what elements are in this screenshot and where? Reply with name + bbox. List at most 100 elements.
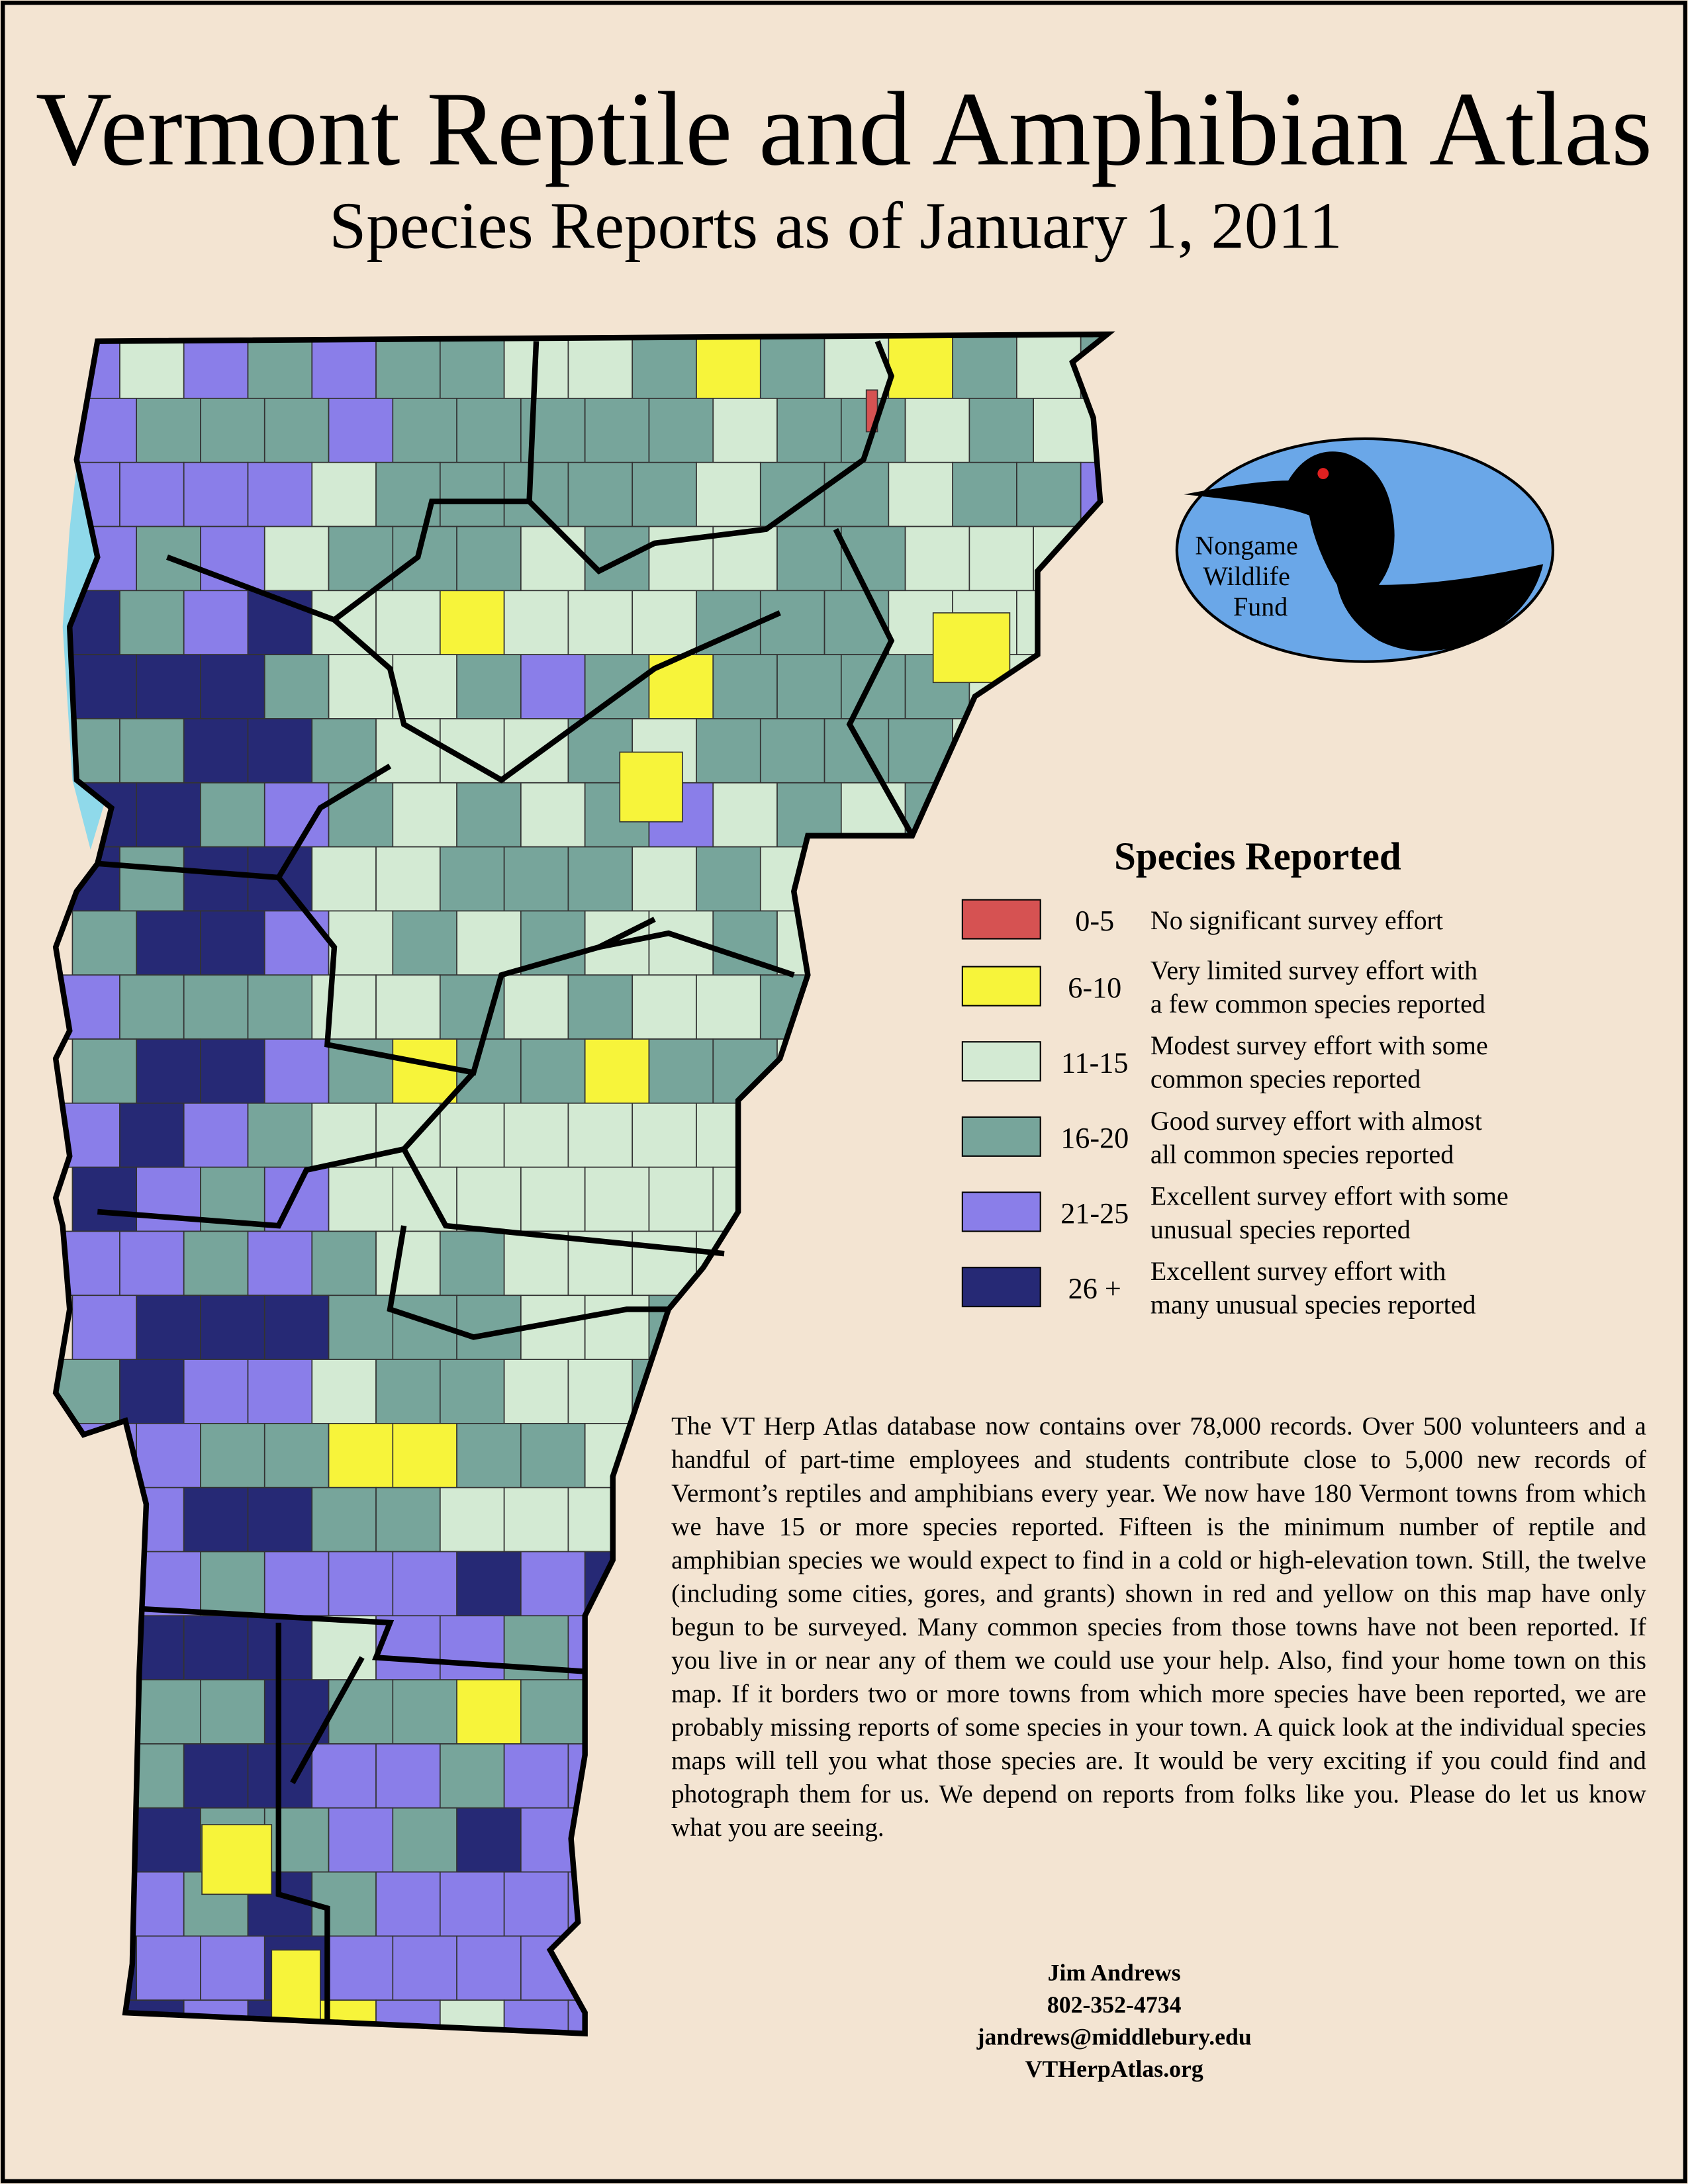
town (71, 1551, 138, 1617)
town (840, 1295, 906, 1360)
town (328, 1166, 394, 1232)
town (1016, 461, 1082, 527)
town (375, 334, 441, 399)
town (440, 846, 505, 912)
town (456, 1166, 522, 1232)
town (584, 1038, 650, 1104)
legend-range: 6-10 (1068, 972, 1121, 1004)
town (375, 846, 441, 912)
town (648, 1166, 714, 1232)
town (1033, 398, 1098, 463)
town (440, 461, 505, 527)
town (759, 1999, 825, 2034)
legend-swatch (961, 899, 1041, 940)
town (200, 910, 265, 976)
town (263, 1295, 330, 1360)
town (263, 910, 330, 976)
town (119, 1615, 185, 1680)
legend-swatch (961, 1116, 1041, 1157)
town (183, 974, 249, 1040)
town (119, 1103, 185, 1168)
town (1097, 525, 1107, 592)
town (584, 1807, 650, 1873)
town (1080, 334, 1107, 399)
town (119, 1999, 185, 2034)
contact-phone: 802-352-4734 (1047, 1991, 1182, 2019)
town (119, 974, 185, 1040)
town (632, 974, 697, 1040)
town (648, 1935, 714, 2001)
town (440, 1615, 505, 1680)
town (392, 1935, 457, 2001)
town (201, 1824, 273, 1895)
town (968, 398, 1035, 463)
contact-email: jandrews@middlebury.edu (976, 2023, 1252, 2050)
town (503, 461, 569, 527)
town (759, 1871, 825, 1937)
town (619, 751, 683, 823)
town (696, 461, 761, 527)
town (888, 461, 953, 527)
town (311, 1999, 377, 2034)
town (200, 1038, 265, 1104)
town (71, 1807, 138, 1873)
body-text: The VT Herp Atlas database now contains … (671, 1412, 1646, 1843)
town (136, 1038, 201, 1104)
town (520, 1038, 586, 1104)
town (375, 1743, 441, 1809)
town (1016, 1871, 1082, 1937)
town (888, 1871, 953, 1937)
town (648, 398, 714, 463)
town (1080, 718, 1107, 784)
town (136, 782, 201, 848)
town (823, 846, 890, 912)
town (649, 2064, 713, 2128)
town (968, 525, 1035, 592)
town (904, 910, 970, 976)
town (392, 1551, 457, 1617)
town (503, 974, 569, 1040)
town (712, 782, 778, 848)
town (136, 1935, 201, 2001)
town (375, 1486, 441, 1553)
town (1016, 718, 1082, 784)
town (759, 334, 825, 399)
town (247, 1230, 313, 1297)
town (263, 1038, 330, 1104)
town (440, 1486, 505, 1553)
town (823, 590, 890, 656)
town (200, 398, 265, 463)
town (456, 1295, 522, 1360)
town (183, 1743, 249, 1809)
town (183, 1999, 249, 2034)
town (904, 1038, 970, 1104)
town (584, 1166, 650, 1232)
town (567, 1103, 633, 1168)
town (328, 910, 394, 976)
town (823, 1103, 890, 1168)
town (584, 398, 650, 463)
town (456, 398, 522, 463)
town (759, 1230, 825, 1297)
legend-description: No significant survey effort (1150, 905, 1443, 935)
town (119, 1871, 185, 1937)
town (200, 1551, 265, 1617)
town (632, 1871, 697, 1937)
town (375, 1359, 441, 1424)
town (456, 1935, 522, 2001)
town (183, 1230, 249, 1297)
town (520, 525, 586, 592)
town (392, 910, 457, 976)
town (776, 525, 842, 592)
town (567, 1486, 633, 1553)
town (904, 1295, 970, 1360)
town (823, 461, 890, 527)
town (584, 1295, 650, 1360)
town (456, 910, 522, 976)
town (456, 1807, 522, 1873)
state-outline (52, 331, 1115, 2037)
town (247, 974, 313, 1040)
town (200, 654, 265, 719)
town (713, 2064, 777, 2128)
